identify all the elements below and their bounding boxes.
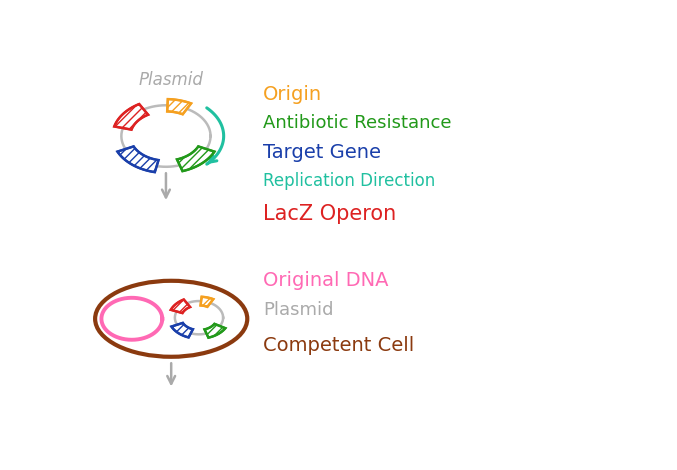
Polygon shape	[167, 99, 191, 114]
Polygon shape	[177, 147, 215, 171]
Polygon shape	[171, 323, 193, 337]
Text: Plasmid: Plasmid	[139, 71, 204, 89]
Text: Original DNA: Original DNA	[263, 271, 389, 290]
Polygon shape	[117, 147, 158, 172]
Text: LacZ Operon: LacZ Operon	[263, 204, 396, 224]
Text: Antibiotic Resistance: Antibiotic Resistance	[263, 114, 452, 133]
Polygon shape	[171, 299, 190, 313]
Polygon shape	[114, 104, 148, 130]
Text: Competent Cell: Competent Cell	[263, 337, 414, 355]
Polygon shape	[204, 324, 225, 337]
Text: Replication Direction: Replication Direction	[263, 172, 435, 190]
Polygon shape	[200, 297, 213, 307]
Text: Origin: Origin	[263, 85, 322, 104]
Text: Plasmid: Plasmid	[263, 301, 334, 319]
Text: Target Gene: Target Gene	[263, 143, 381, 162]
